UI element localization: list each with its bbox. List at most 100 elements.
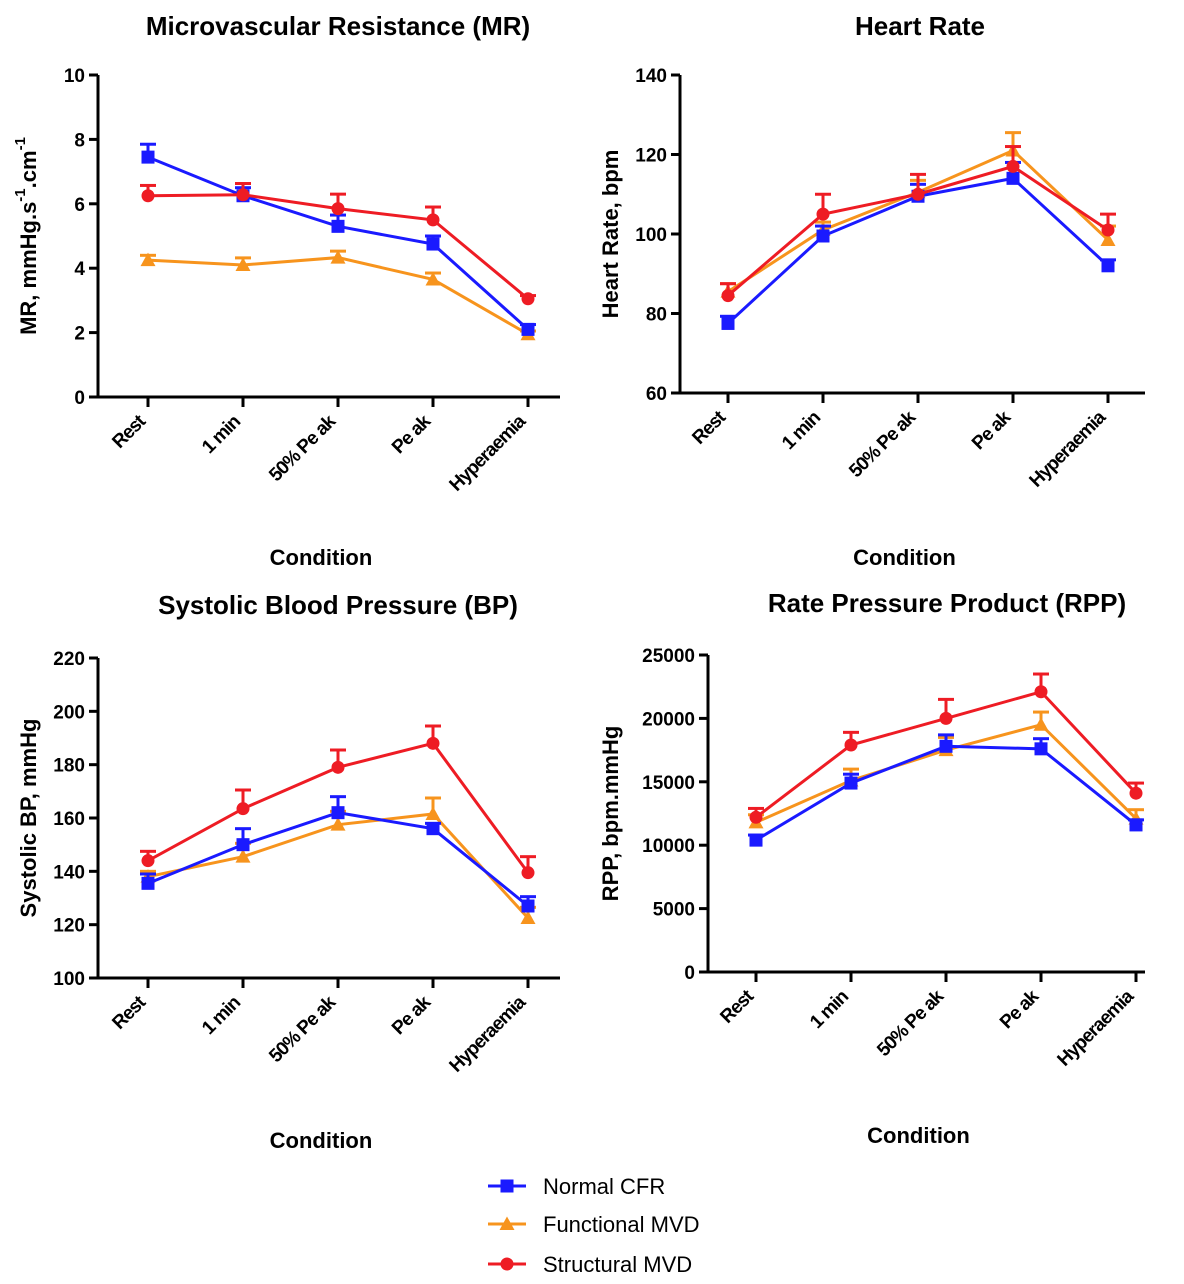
x-category-label: Pe ak bbox=[388, 992, 435, 1039]
chart-title: Rate Pressure Product (RPP) bbox=[768, 588, 1126, 618]
data-point bbox=[141, 189, 155, 203]
data-point bbox=[1101, 259, 1115, 273]
y-tick-label: 2 bbox=[74, 324, 85, 345]
data-point bbox=[331, 202, 345, 216]
data-point bbox=[749, 810, 763, 824]
x-category-label: Hyperaemia bbox=[1026, 407, 1111, 492]
x-category-label: Hyperaemia bbox=[1054, 986, 1139, 1071]
data-point bbox=[911, 187, 925, 201]
data-point bbox=[844, 776, 858, 790]
y-tick-label: 10000 bbox=[642, 836, 695, 857]
data-point bbox=[1034, 685, 1048, 699]
data-point bbox=[721, 316, 735, 330]
data-point bbox=[331, 760, 345, 774]
data-point bbox=[521, 292, 535, 306]
y-tick-label: 100 bbox=[635, 225, 667, 246]
x-category-label: Rest bbox=[108, 411, 150, 453]
y-axis-title: Heart Rate, bpm bbox=[598, 150, 623, 319]
data-point bbox=[1034, 742, 1048, 756]
data-point bbox=[236, 838, 250, 852]
data-point bbox=[426, 213, 440, 227]
chart-3: Systolic Blood Pressure (BP) 100 120 140 160… bbox=[16, 590, 560, 1153]
data-point bbox=[721, 289, 735, 303]
x-category-label: Hyperaemia bbox=[446, 992, 531, 1077]
x-axis-title: Condition bbox=[853, 545, 956, 570]
data-point bbox=[521, 322, 535, 336]
y-tick-label: 140 bbox=[53, 862, 85, 883]
data-point bbox=[1033, 717, 1049, 731]
x-category-label: Rest bbox=[108, 992, 150, 1034]
data-point bbox=[426, 736, 440, 750]
data-point bbox=[1006, 159, 1020, 173]
chart-panels: Microvascular Resistance (MR) 0 2 4 6 8 10 Rest… bbox=[12, 11, 1145, 1153]
x-category-label: 1 min bbox=[806, 986, 853, 1033]
x-category-label: 50% Pe ak bbox=[265, 992, 340, 1067]
legend-item: Normal CFR bbox=[488, 1174, 665, 1199]
legend-marker bbox=[500, 1179, 514, 1193]
data-point bbox=[844, 738, 858, 752]
data-point bbox=[425, 806, 441, 820]
series-line bbox=[147, 256, 529, 336]
legend: Normal CFR Functional MVD Structural MVD bbox=[488, 1174, 700, 1277]
data-point bbox=[1129, 786, 1143, 800]
y-tick-label: 200 bbox=[53, 702, 85, 723]
data-point bbox=[816, 207, 830, 221]
y-axis-title: Systolic BP, mmHg bbox=[16, 719, 41, 918]
series-functional-mvd bbox=[140, 249, 536, 341]
series-structural-mvd bbox=[140, 724, 536, 880]
legend-label: Functional MVD bbox=[543, 1212, 700, 1237]
data-point bbox=[141, 876, 155, 890]
y-axis-title: RPP, bpm.mmHg bbox=[598, 726, 623, 902]
data-point bbox=[520, 910, 536, 924]
data-point bbox=[816, 229, 830, 243]
y-tick-label: 100 bbox=[53, 969, 85, 990]
y-tick-label: 0 bbox=[684, 963, 695, 984]
y-tick-label: 160 bbox=[53, 809, 85, 830]
data-point bbox=[521, 866, 535, 880]
x-category-label: Pe ak bbox=[996, 986, 1043, 1033]
y-tick-label: 8 bbox=[74, 130, 85, 151]
y-tick-label: 180 bbox=[53, 756, 85, 777]
chart-title: Heart Rate bbox=[855, 11, 985, 41]
x-category-label: 50% Pe ak bbox=[873, 986, 948, 1061]
chart-title: Microvascular Resistance (MR) bbox=[146, 11, 530, 41]
data-point bbox=[426, 237, 440, 251]
y-tick-label: 0 bbox=[74, 388, 85, 409]
x-category-label: Hyperaemia bbox=[446, 411, 531, 496]
legend-marker bbox=[499, 1216, 515, 1230]
x-axis-title: Condition bbox=[270, 1128, 373, 1153]
data-point bbox=[331, 219, 345, 233]
series-structural-mvd bbox=[720, 145, 1116, 303]
data-point bbox=[330, 250, 346, 264]
y-tick-label: 20000 bbox=[642, 709, 695, 730]
data-point bbox=[749, 833, 763, 847]
y-tick-label: 10 bbox=[64, 66, 85, 87]
x-category-label: 50% Pe ak bbox=[845, 407, 920, 482]
series-structural-mvd bbox=[140, 182, 536, 306]
series-normal-cfr bbox=[748, 733, 1144, 847]
data-point bbox=[331, 806, 345, 820]
legend-label: Normal CFR bbox=[543, 1174, 665, 1199]
data-point bbox=[235, 257, 251, 271]
data-point bbox=[141, 150, 155, 164]
data-point bbox=[1006, 171, 1020, 185]
y-tick-label: 140 bbox=[635, 66, 667, 87]
y-tick-label: 120 bbox=[53, 916, 85, 937]
y-tick-label: 4 bbox=[74, 259, 85, 280]
data-point bbox=[521, 899, 535, 913]
y-tick-label: 5000 bbox=[653, 900, 695, 921]
x-category-label: 1 min bbox=[198, 411, 245, 458]
series-structural-mvd bbox=[748, 672, 1144, 824]
data-point bbox=[236, 188, 250, 202]
y-tick-label: 25000 bbox=[642, 646, 695, 667]
x-category-label: 50% Pe ak bbox=[265, 411, 340, 486]
x-category-label: Pe ak bbox=[968, 407, 1015, 454]
x-category-label: 1 min bbox=[778, 407, 825, 454]
data-point bbox=[330, 817, 346, 831]
y-tick-label: 60 bbox=[646, 384, 667, 405]
chart-1: Microvascular Resistance (MR) 0 2 4 6 8 10 Rest… bbox=[12, 11, 560, 570]
data-point bbox=[425, 271, 441, 286]
chart-4: Rate Pressure Product (RPP) 0 5000 10000 150… bbox=[598, 588, 1145, 1148]
series-normal-cfr bbox=[140, 795, 536, 913]
